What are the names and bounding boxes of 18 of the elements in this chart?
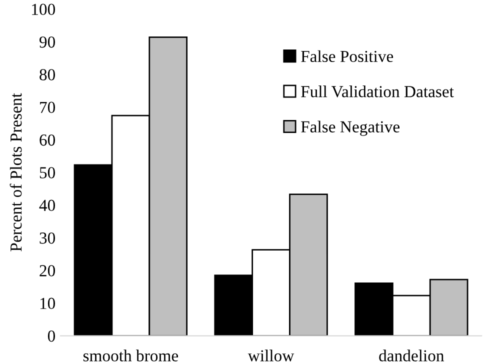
x-tick-label: dandelion [379,350,444,362]
y-tick-label: 60 [40,134,56,146]
y-tick-label: 10 [40,298,56,310]
y-tick-label: 20 [40,265,56,276]
x-tick-label: smooth brome [83,350,178,362]
y-tick-label: 70 [40,102,56,114]
legend-label: False Positive [301,50,394,62]
y-tick-label: 50 [40,167,56,178]
y-tick-label: 90 [40,36,56,48]
x-tick-label: willow [248,350,294,362]
y-tick-label: 30 [40,232,56,244]
y-tick-label: 80 [40,69,56,80]
legend-label: Full Validation Dataset [301,86,454,98]
y-tick-label: 40 [39,200,56,212]
y-axis-title: Percent of Plots Present [10,93,22,252]
y-tick-label: 0 [48,330,56,342]
y-tick-label: 100 [32,4,56,16]
legend-label: False Negative [301,120,400,136]
